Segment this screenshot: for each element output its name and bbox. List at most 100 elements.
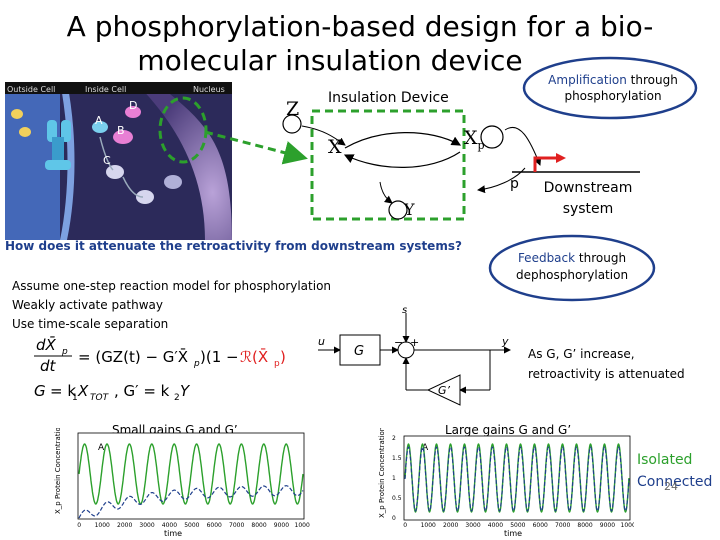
feedback-through: through <box>575 251 627 265</box>
bd-minus: − <box>394 336 403 349</box>
plot-left-label-a: A <box>98 443 105 453</box>
ligand-icon <box>11 109 23 119</box>
plot-right-label-a: A <box>422 443 429 453</box>
svg-text:)(1 −: )(1 − <box>200 348 239 366</box>
svg-text:ℛ(X̄: ℛ(X̄ <box>240 347 268 366</box>
promoter-symbol <box>533 156 560 172</box>
symbol-xp-sub: p <box>477 138 485 152</box>
downstream-line1: Downstream <box>543 180 633 196</box>
insulation-device-box <box>310 109 466 221</box>
svg-text:= k: = k <box>50 382 76 400</box>
plot-right-ylabel: X_p Protein Concentration <box>378 428 386 518</box>
x-tick-label: 6000 <box>533 522 548 529</box>
attenuation-note: As G, G’ increase, retroactivity is atte… <box>528 344 685 384</box>
insulation-device-label: Insulation Device <box>328 90 449 106</box>
plot-left-xlabel: time <box>164 529 182 538</box>
symbol-x: X <box>328 136 342 158</box>
svg-text:p: p <box>61 347 68 357</box>
assumptions-list: Assume one-step reaction model for phosp… <box>12 277 331 334</box>
letter-a: A <box>95 114 103 127</box>
slide-title-line1: A phosphorylation-based design for a bio… <box>66 10 654 43</box>
letter-d: D <box>129 99 137 112</box>
bd-u: u <box>318 335 325 348</box>
feedback-line2: dephosphorylation <box>515 268 629 282</box>
plot-left-isolated-line <box>78 443 304 505</box>
slide-title-line2: molecular insulation device <box>137 44 523 77</box>
svg-text:G: G <box>34 382 46 400</box>
x-tick-label: 1000 <box>421 522 436 529</box>
label-inside-cell: Inside Cell <box>85 85 126 94</box>
bd-g: G <box>354 344 364 359</box>
label-outside-cell: Outside Cell <box>7 85 55 94</box>
x-tick-label: 5000 <box>184 522 199 529</box>
y-tick-label: 2 <box>392 435 396 442</box>
svg-text:TOT: TOT <box>90 393 110 403</box>
protein-icon <box>164 175 182 189</box>
downstream-label: Downstream system <box>536 178 640 220</box>
cell-signaling-image: Outside Cell Inside Cell Nucleus A B D C <box>5 82 232 240</box>
x-tick-label: 3000 <box>139 522 154 529</box>
protein-icon <box>136 190 154 204</box>
assumption-item: Weakly activate pathway <box>12 298 163 312</box>
x-tick-label: 7000 <box>229 522 244 529</box>
phosphorylation-arrow <box>344 132 462 149</box>
assumption-item: Use time-scale separation <box>12 317 169 331</box>
plot-right-xlabel: time <box>504 529 522 538</box>
symbol-xp-main: X <box>464 127 478 149</box>
xp-node <box>480 125 504 149</box>
svg-text:, G′ = k: , G′ = k <box>114 382 170 400</box>
equations: dX̄ p dt = (GZ(t) − G′X̄ p )(1 − ℛ(X̄ p) G … <box>28 335 290 406</box>
plot-right: X_p Protein Concentration A 2 1.5 1 0.5 0 0 1… <box>378 428 635 538</box>
svg-text:p: p <box>193 359 200 369</box>
downstream-line2: system <box>562 201 614 217</box>
x-tick-label: 10000 <box>621 522 635 529</box>
highlight-ellipse <box>158 96 208 164</box>
z-node <box>282 114 302 134</box>
svg-text:dX̄: dX̄ <box>36 336 57 354</box>
svg-text:Y: Y <box>180 382 191 400</box>
x-tick-label: 9000 <box>600 522 615 529</box>
svg-text:X: X <box>77 382 89 400</box>
protein-c-icon <box>106 165 124 179</box>
y-tick-label: 0 <box>392 515 396 522</box>
letter-c: C <box>103 154 111 167</box>
assumption-item: Assume one-step reaction model for phosp… <box>12 279 332 293</box>
feedback-label: Feedback through dephosphorylation <box>492 250 652 284</box>
amplification-label: Amplification through phosphorylation <box>538 72 688 104</box>
symbol-z: Z <box>286 98 300 120</box>
amplification-line2: phosphorylation <box>564 89 662 103</box>
bd-plus: + <box>410 336 419 349</box>
x-tick-label: 0 <box>77 522 81 529</box>
x-tick-label: 8000 <box>251 522 266 529</box>
protein-a-icon <box>92 121 108 133</box>
legend-isolated: Isolated <box>637 452 693 468</box>
x-tick-label: 2000 <box>443 522 458 529</box>
x-tick-label: 5000 <box>510 522 525 529</box>
question-text: How does it attenuate the retroactivity … <box>5 239 462 253</box>
x-tick-label: 1000 <box>95 522 110 529</box>
x-tick-label: 3000 <box>465 522 480 529</box>
plot-legend: Isolated Connected <box>637 449 712 493</box>
x-tick-label: 9000 <box>274 522 289 529</box>
promoter-label: p <box>510 176 519 192</box>
amplification-word: Amplification <box>548 73 627 87</box>
bd-gp: G’ <box>438 384 451 397</box>
page-number: 24 <box>664 480 678 493</box>
feedback-highlight <box>488 234 656 302</box>
plot-left: X_p Protein Concentration A 0 1000 2000 300… <box>54 428 310 538</box>
svg-text:): ) <box>280 348 286 366</box>
receptor-icon <box>45 120 71 170</box>
svg-text:2: 2 <box>174 393 180 403</box>
svg-text:1: 1 <box>72 393 78 403</box>
amplification-through: through <box>626 73 678 87</box>
amplification-highlight <box>522 56 698 120</box>
x-tick-label: 4000 <box>488 522 503 529</box>
attenuation-line1: As G, G’ increase, <box>528 347 635 361</box>
svg-text:dt: dt <box>40 357 57 375</box>
y-tick-label: 1.5 <box>392 455 402 462</box>
y-node <box>388 200 408 220</box>
svg-text:p: p <box>274 359 280 369</box>
protein-d-icon <box>125 106 141 118</box>
attenuation-line2: retroactivity is attenuated <box>528 367 685 381</box>
